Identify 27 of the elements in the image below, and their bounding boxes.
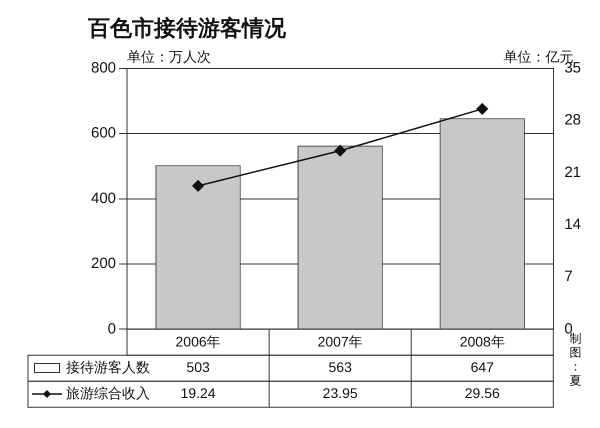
point <box>192 180 204 192</box>
point <box>334 144 346 156</box>
y2-axis-title: 单位：亿元 <box>503 48 574 64</box>
point <box>476 103 488 115</box>
y-tick-label: 200 <box>90 255 116 272</box>
data-label: 29.56 <box>464 385 500 402</box>
legend-label: 旅游综合收入 <box>66 385 150 402</box>
y2-tick-label: 7 <box>564 268 573 286</box>
x-tick-label: 2007年 <box>318 333 363 350</box>
chart-title: 百色市接待游客情况 <box>87 15 287 40</box>
data-label: 23.95 <box>322 385 358 402</box>
x-tick-label: 2008年 <box>460 333 505 350</box>
y-axis-title: 单位：万人次 <box>127 48 212 64</box>
data-label: 563 <box>328 359 352 376</box>
data-label: 647 <box>470 359 494 376</box>
y2-tick-label: 28 <box>564 112 582 129</box>
text: 制图：夏 <box>569 332 582 388</box>
text: 接待游客人数 <box>66 359 150 376</box>
y2-tick-label: 14 <box>564 216 582 234</box>
y-tick-label: 600 <box>90 124 116 142</box>
x-tick-label: 2006年 <box>175 333 221 350</box>
data-label: 19.24 <box>180 385 216 402</box>
data-label: 503 <box>186 359 210 376</box>
y2-tick-label: 21 <box>564 164 582 181</box>
y-tick-label: 800 <box>90 60 116 77</box>
y-tick-label: 400 <box>90 190 116 207</box>
y-tick-label: 0 <box>108 320 116 338</box>
